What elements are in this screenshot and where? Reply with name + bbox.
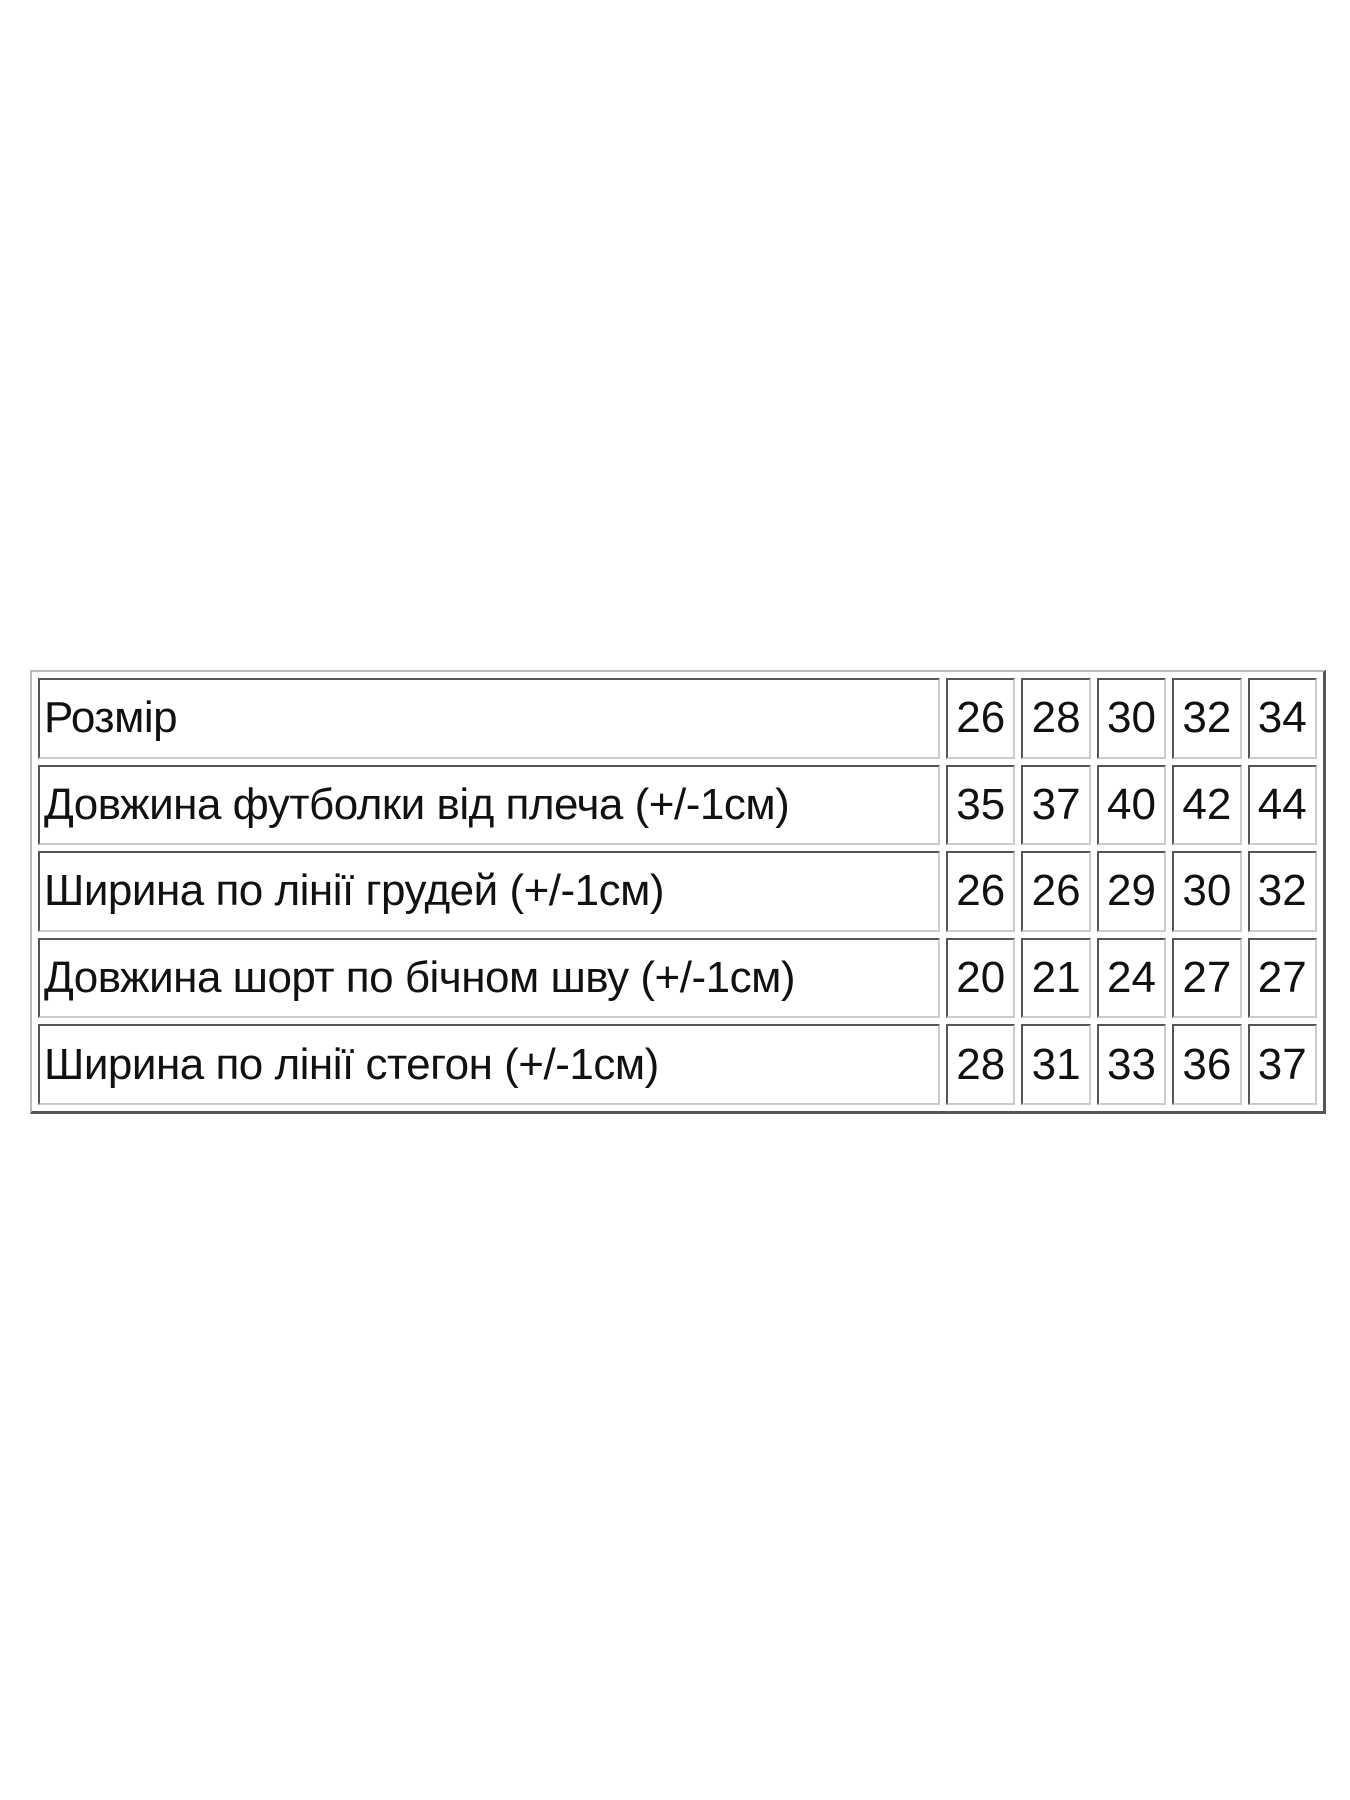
- value-cell: 28: [946, 1024, 1016, 1105]
- value-cell: 44: [1247, 764, 1317, 846]
- row-label: Розмір: [38, 678, 940, 759]
- size-cell: 28: [1021, 678, 1091, 759]
- value-cell: 30: [1172, 851, 1242, 932]
- value-cell: 40: [1096, 764, 1167, 846]
- table-row: Ширина по лінії грудей (+/-1см) 26 26 29 30 3…: [38, 851, 1317, 932]
- value-cell: 20: [946, 937, 1016, 1019]
- table-row: Довжина футболки від плеча (+/-1см) 35 37 4…: [38, 764, 1317, 846]
- row-label: Довжина шорт по бічном шву (+/-1см): [38, 937, 940, 1019]
- row-label: Ширина по лінії стегон (+/-1см): [38, 1024, 940, 1105]
- row-label: Довжина футболки від плеча (+/-1см): [38, 764, 940, 846]
- value-cell: 42: [1172, 764, 1242, 846]
- row-label: Ширина по лінії грудей (+/-1см): [38, 851, 940, 932]
- size-cell: 32: [1172, 678, 1242, 759]
- value-cell: 37: [1021, 764, 1091, 846]
- value-cell: 31: [1021, 1024, 1091, 1105]
- size-chart: Розмір 26 28 30 32 34 Довжина футболки від пле…: [30, 670, 1326, 1114]
- value-cell: 29: [1096, 851, 1167, 932]
- value-cell: 26: [946, 851, 1016, 932]
- header-row: Розмір 26 28 30 32 34: [38, 678, 1317, 759]
- table-row: Довжина шорт по бічном шву (+/-1см) 20 21 2…: [38, 937, 1317, 1019]
- value-cell: 24: [1096, 937, 1167, 1019]
- value-cell: 37: [1247, 1024, 1317, 1105]
- value-cell: 27: [1247, 937, 1317, 1019]
- value-cell: 32: [1247, 851, 1317, 932]
- value-cell: 21: [1021, 937, 1091, 1019]
- value-cell: 27: [1172, 937, 1242, 1019]
- size-cell: 34: [1247, 678, 1317, 759]
- size-cell: 26: [946, 678, 1016, 759]
- value-cell: 33: [1096, 1024, 1167, 1105]
- size-table: Розмір 26 28 30 32 34 Довжина футболки від пле…: [32, 672, 1323, 1111]
- value-cell: 36: [1172, 1024, 1242, 1105]
- size-cell: 30: [1096, 678, 1167, 759]
- value-cell: 35: [946, 764, 1016, 846]
- table-row: Ширина по лінії стегон (+/-1см) 28 31 33 36 3…: [38, 1024, 1317, 1105]
- value-cell: 26: [1021, 851, 1091, 932]
